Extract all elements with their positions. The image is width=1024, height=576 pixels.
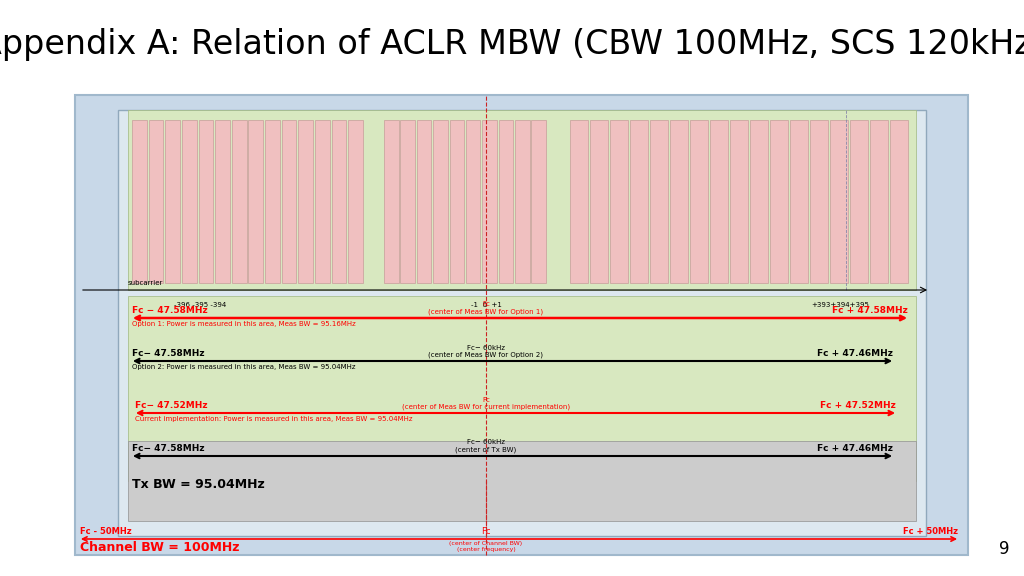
Bar bbox=[450, 120, 464, 283]
Text: Fc + 47.46MHz: Fc + 47.46MHz bbox=[817, 349, 893, 358]
Text: Fc− 60kHz
(center of Meas BW for Option 2): Fc− 60kHz (center of Meas BW for Option … bbox=[428, 344, 544, 358]
Bar bbox=[710, 120, 728, 283]
Bar bbox=[265, 120, 280, 283]
Bar bbox=[433, 120, 447, 283]
Text: Tx BW = 95.04MHz: Tx BW = 95.04MHz bbox=[132, 478, 265, 491]
Bar bbox=[570, 120, 588, 283]
Bar bbox=[850, 120, 868, 283]
Text: Fc− 47.58MHz: Fc− 47.58MHz bbox=[132, 444, 205, 453]
Bar bbox=[870, 120, 888, 283]
Text: Option 1: Power is measured in this area, Meas BW = 95.16MHz: Option 1: Power is measured in this area… bbox=[132, 321, 355, 327]
Bar bbox=[531, 120, 546, 283]
Text: -396 -395 -394: -396 -395 -394 bbox=[174, 302, 226, 308]
Text: Fc
(center of Meas BW for Option 1): Fc (center of Meas BW for Option 1) bbox=[428, 301, 544, 315]
Bar bbox=[590, 120, 608, 283]
Bar bbox=[630, 120, 648, 283]
Bar bbox=[417, 120, 431, 283]
Text: Channel BW = 100MHz: Channel BW = 100MHz bbox=[80, 541, 240, 554]
Text: Fc + 47.52MHz: Fc + 47.52MHz bbox=[820, 401, 896, 410]
Bar bbox=[118, 110, 926, 536]
Text: Fc + 47.58MHz: Fc + 47.58MHz bbox=[833, 306, 908, 315]
Text: subcarrier: subcarrier bbox=[128, 280, 164, 286]
Text: (center of Channel BW)
(center frequency): (center of Channel BW) (center frequency… bbox=[450, 541, 522, 552]
Bar bbox=[610, 120, 628, 283]
Text: 9: 9 bbox=[999, 540, 1010, 558]
Bar bbox=[249, 120, 263, 283]
Bar bbox=[282, 120, 297, 283]
Text: Appendix A: Relation of ACLR MBW (CBW 100MHz, SCS 120kHz): Appendix A: Relation of ACLR MBW (CBW 10… bbox=[0, 28, 1024, 61]
Text: +393+394+395: +393+394+395 bbox=[811, 302, 869, 308]
Bar bbox=[165, 120, 180, 283]
Bar bbox=[215, 120, 230, 283]
Text: -1  0  +1: -1 0 +1 bbox=[471, 302, 502, 308]
Bar bbox=[148, 120, 164, 283]
Bar bbox=[791, 120, 808, 283]
Text: Fc− 60kHz
(center of Tx BW): Fc− 60kHz (center of Tx BW) bbox=[456, 439, 517, 453]
Bar bbox=[515, 120, 529, 283]
Bar bbox=[298, 120, 313, 283]
Bar bbox=[670, 120, 688, 283]
Bar bbox=[348, 120, 362, 283]
Text: Fc: Fc bbox=[481, 527, 490, 536]
Bar bbox=[128, 110, 916, 290]
Bar bbox=[182, 120, 197, 283]
Bar bbox=[830, 120, 848, 283]
Bar bbox=[132, 120, 146, 283]
Bar bbox=[315, 120, 330, 283]
Bar bbox=[384, 120, 398, 283]
Text: Fc - 50MHz: Fc - 50MHz bbox=[80, 527, 132, 536]
Text: Fc− 47.52MHz: Fc− 47.52MHz bbox=[135, 401, 208, 410]
Bar bbox=[231, 120, 247, 283]
Bar bbox=[499, 120, 513, 283]
Text: Fc− 47.58MHz: Fc− 47.58MHz bbox=[132, 349, 205, 358]
Bar bbox=[750, 120, 768, 283]
Bar bbox=[650, 120, 668, 283]
Bar bbox=[482, 120, 497, 283]
Bar bbox=[890, 120, 908, 283]
Text: Fc + 50MHz: Fc + 50MHz bbox=[903, 527, 958, 536]
Bar bbox=[466, 120, 480, 283]
Bar bbox=[128, 296, 916, 481]
Text: Fc − 47.58MHz: Fc − 47.58MHz bbox=[132, 306, 208, 315]
Text: Current implementation: Power is measured in this area, Meas BW = 95.04MHz: Current implementation: Power is measure… bbox=[135, 416, 413, 422]
Bar bbox=[730, 120, 748, 283]
Bar bbox=[199, 120, 213, 283]
Bar bbox=[332, 120, 346, 283]
Bar bbox=[400, 120, 415, 283]
Text: Fc + 47.46MHz: Fc + 47.46MHz bbox=[817, 444, 893, 453]
Bar bbox=[690, 120, 708, 283]
Bar bbox=[770, 120, 787, 283]
Text: Fc
(center of Meas BW for current implementation): Fc (center of Meas BW for current implem… bbox=[402, 396, 570, 410]
Text: Option 2: Power is measured in this area, Meas BW = 95.04MHz: Option 2: Power is measured in this area… bbox=[132, 364, 355, 370]
Bar bbox=[128, 441, 916, 521]
Bar bbox=[810, 120, 828, 283]
Bar bbox=[75, 95, 968, 555]
